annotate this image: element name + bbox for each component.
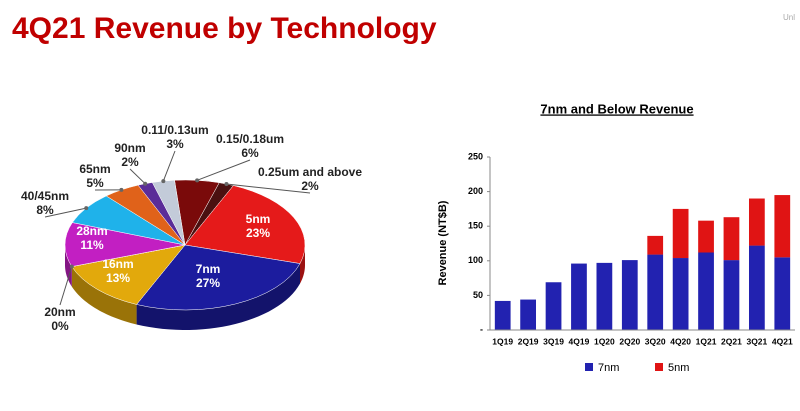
- x-tick-label: 3Q19: [543, 336, 564, 346]
- slice: [184, 185, 306, 264]
- slice-label: 20nm: [44, 305, 75, 319]
- x-tick-label: 4Q20: [670, 336, 691, 346]
- slice-value-label: 2%: [121, 155, 139, 169]
- x-tick-label: 4Q19: [569, 336, 590, 346]
- slice-value-label: 2%: [301, 179, 319, 193]
- leader-dot: [69, 264, 74, 269]
- slice-side: [136, 263, 300, 330]
- y-axis-label: Revenue (NT$B): [437, 200, 449, 285]
- slice-value-label: 3%: [166, 137, 184, 151]
- bar: [520, 299, 537, 330]
- x-tick-label: 4Q21: [772, 336, 793, 346]
- x-tick-label: 1Q19: [492, 336, 513, 346]
- bar: [571, 263, 587, 330]
- bar: [647, 235, 664, 255]
- x-tick-label: 3Q21: [746, 336, 767, 346]
- slice-label: 5nm: [246, 212, 271, 226]
- bar: [748, 245, 765, 330]
- bar: [723, 217, 740, 261]
- slice-value-label: 13%: [106, 271, 130, 285]
- x-tick-label: 1Q20: [594, 336, 615, 346]
- slice-value-label: 11%: [80, 238, 104, 252]
- bar: [494, 300, 511, 330]
- slice-side: [71, 266, 137, 325]
- slice-label: 28nm: [76, 224, 107, 238]
- y-tick-label: 200: [468, 186, 483, 196]
- leader-dot: [195, 178, 200, 183]
- legend-label: 7nm: [598, 362, 619, 374]
- slice-label: 90nm: [114, 141, 145, 155]
- bar: [621, 260, 638, 330]
- x-tick-label: 2Q20: [619, 336, 640, 346]
- slice-value-label: 27%: [196, 276, 220, 290]
- slice-label: 0.11/0.13um: [141, 123, 208, 137]
- bar: [672, 258, 689, 330]
- y-tick-label: 50: [473, 290, 483, 300]
- slice-label: 40/45nm: [21, 189, 69, 203]
- slice-label: 0.25um and above: [258, 165, 362, 179]
- legend-swatch: [655, 363, 663, 371]
- slice-label: 0.15/0.18um: [216, 132, 284, 146]
- legend-swatch: [585, 363, 593, 371]
- leader-line: [59, 266, 73, 306]
- y-tick-label: 150: [468, 221, 483, 231]
- leader-dot: [161, 179, 166, 184]
- bar: [647, 254, 664, 330]
- bar: [723, 260, 740, 330]
- leader-dot: [143, 181, 148, 186]
- bar: [545, 282, 562, 330]
- x-tick-label: 2Q21: [721, 336, 742, 346]
- leader-dot: [119, 187, 124, 192]
- x-tick-label: 1Q21: [696, 336, 717, 346]
- leader-dot: [224, 181, 229, 186]
- slice-value-label: 6%: [241, 146, 259, 160]
- slice-label: 7nm: [196, 262, 221, 276]
- leader-dot: [84, 206, 89, 211]
- bar: [672, 208, 689, 259]
- y-tick-label: -: [480, 324, 483, 334]
- leader-line: [162, 150, 176, 182]
- slice-value-label: 23%: [246, 226, 270, 240]
- slice-value-label: 8%: [36, 203, 54, 217]
- slice-label: 65nm: [79, 162, 110, 176]
- slice: [71, 244, 186, 305]
- slice-label: 16nm: [102, 257, 133, 271]
- bar: [596, 262, 613, 330]
- leader-line: [44, 207, 87, 218]
- y-tick-label: 100: [468, 255, 483, 265]
- slice-side: [65, 245, 72, 287]
- x-tick-label: 2Q19: [518, 336, 539, 346]
- slice-value-label: 5%: [86, 176, 104, 190]
- corner-text: Unl: [783, 13, 795, 22]
- leader-line: [129, 168, 146, 185]
- y-tick-label: 250: [468, 151, 483, 161]
- leader-line: [226, 183, 311, 194]
- slice-value-label: 0%: [51, 319, 69, 333]
- bar: [774, 257, 791, 330]
- bar: [774, 195, 791, 258]
- legend-label: 5nm: [668, 362, 689, 374]
- x-tick-label: 3Q20: [645, 336, 666, 346]
- bar: [698, 252, 714, 330]
- bar: [748, 198, 765, 246]
- slice: [136, 244, 301, 311]
- bar: [698, 220, 714, 253]
- slide-title: 4Q21 Revenue by Technology: [12, 12, 437, 45]
- leader-line: [196, 159, 251, 181]
- bar-chart-title: 7nm and Below Revenue: [540, 101, 693, 116]
